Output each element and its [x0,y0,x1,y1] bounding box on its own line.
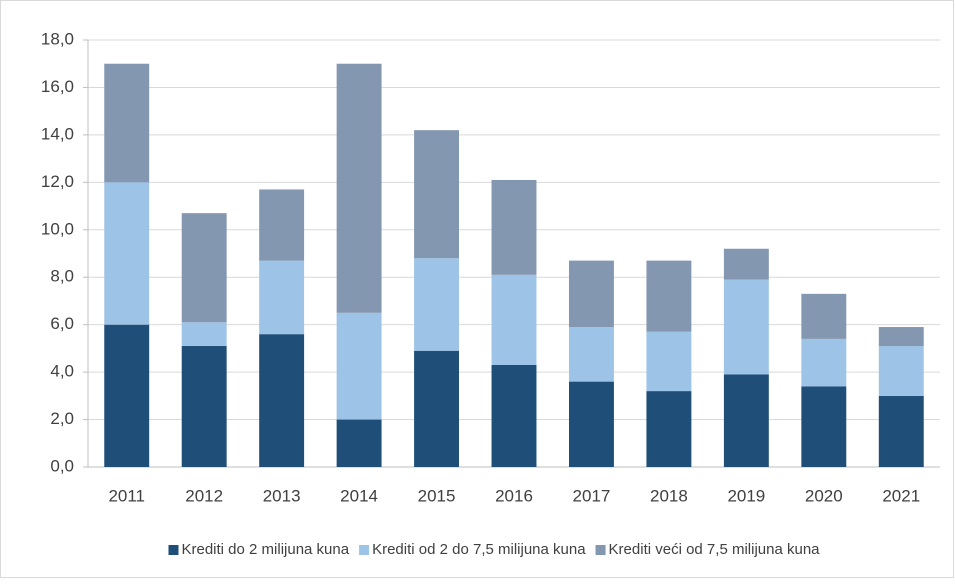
x-tick-label: 2017 [573,486,611,505]
bar-segment [104,63,150,183]
bar-segment [646,260,692,332]
bar-segment [723,248,769,280]
bar-segment [568,260,614,328]
legend-label: Krediti do 2 milijuna kuna [181,541,349,558]
bar-segment [723,374,769,467]
bar-segment [878,327,924,347]
y-tick-label: 4,0 [50,362,74,381]
x-tick-label: 2020 [805,486,843,505]
bar-segment [801,386,847,467]
bar-segment [491,364,537,467]
bar-segment [646,391,692,467]
legend: Krediti do 2 milijuna kuna Krediti od 2 d… [168,541,820,558]
legend-label: Krediti od 2 do 7,5 milijuna kuna [372,541,586,558]
x-tick-label: 2015 [418,486,456,505]
bar-segment [568,381,614,467]
x-tick-label: 2021 [882,486,920,505]
x-tick-label: 2016 [495,486,533,505]
bar-segment [336,63,382,313]
bar-segment [414,258,460,351]
bar-segment [491,274,537,365]
y-tick-label: 0,0 [50,456,74,475]
bar-segment [181,213,227,323]
bar-segment [414,130,460,259]
y-tick-label: 10,0 [41,219,74,238]
bar-segment [181,322,227,347]
y-tick-label: 6,0 [50,314,74,333]
y-tick-label: 18,0 [41,29,74,48]
y-tick-label: 8,0 [50,267,74,286]
x-tick-label: 2011 [108,486,145,505]
legend-swatch [168,545,179,555]
bar-segment [801,293,847,339]
legend-swatch [359,545,370,555]
y-tick-label: 2,0 [50,409,74,428]
y-tick-label: 16,0 [41,77,74,96]
bar-segment [491,179,537,275]
bar-segment [259,334,305,467]
bar-segment [181,346,227,467]
bar-segment [336,312,382,420]
bar-segment [336,419,382,467]
bar-segment [414,350,460,467]
x-tick-label: 2012 [185,486,223,505]
x-tick-label: 2013 [263,486,301,505]
legend-swatch [595,545,606,555]
bar-segment [259,260,305,335]
y-tick-label: 14,0 [41,124,74,143]
bar-segment [878,395,924,467]
bar-segment [104,324,150,467]
bar-segment [723,279,769,375]
legend-label: Krediti veći od 7,5 milijuna kuna [609,541,821,558]
x-tick-label: 2014 [340,486,378,505]
bar-segment [801,338,847,387]
x-tick-label: 2018 [650,486,688,505]
bar-segment [568,327,614,382]
y-tick-label: 12,0 [41,172,74,191]
bar-segment [104,182,150,325]
bar-segment [646,331,692,392]
x-tick-label: 2019 [727,486,765,505]
bar-segment [878,346,924,396]
bar-segment [259,189,305,261]
